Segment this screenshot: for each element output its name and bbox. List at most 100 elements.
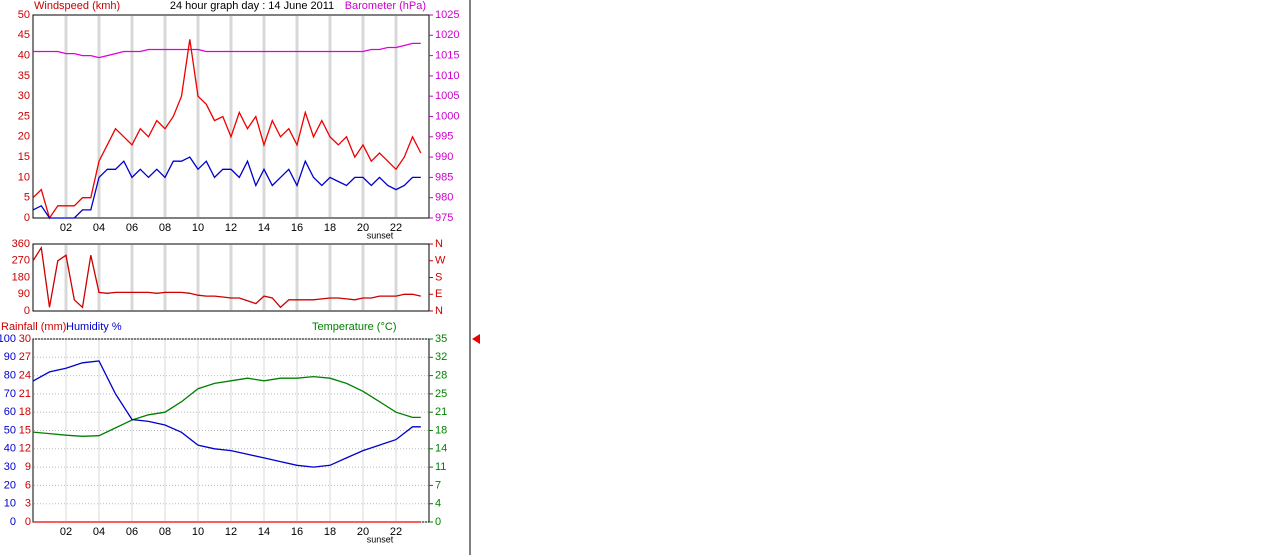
y2-tick-label: N [435,305,443,317]
y-tick-label: 5 [24,192,30,204]
y3-tick-label: 24 [19,370,31,382]
series-line [32,156,421,219]
x-tick-label: 08 [159,222,171,234]
y-tick-label: 20 [4,479,16,491]
y2-tick-label: 985 [435,171,453,183]
y3-tick-label: 9 [25,461,31,473]
y-tick-label: 35 [18,70,30,82]
y-tick-label: 360 [12,238,30,250]
x-tick-label: 04 [93,526,105,538]
y-tick-label: 20 [18,131,30,143]
x-tick-label: 10 [192,526,204,538]
y2-tick-label: 980 [435,192,453,204]
y3-tick-label: 21 [19,388,31,400]
y-tick-label: 40 [18,50,30,62]
y-tick-label: 50 [4,424,16,436]
y2-tick-label: 14 [435,443,447,455]
y-axis-title: Humidity % [66,321,122,333]
y2-tick-label: 1010 [435,70,459,82]
x-tick-label: 18 [324,222,336,234]
x-tick-label: 18 [324,526,336,538]
y-tick-label: 30 [4,461,16,473]
x-tick-label: 02 [60,526,72,538]
y2-tick-label: 32 [435,351,447,363]
y2-axis-title: Barometer (hPa) [345,0,426,12]
x-tick-label: 14 [258,222,270,234]
x-tick-label: 16 [291,526,303,538]
current-marker [472,334,480,344]
y-tick-label: 25 [18,110,30,122]
y3-tick-label: 0 [25,516,31,528]
x-tick-label: 20 [357,222,369,234]
y2-tick-label: 11 [435,461,446,473]
y3-tick-label: 15 [19,424,31,436]
y2-tick-label: 975 [435,212,453,224]
y-tick-label: 270 [12,255,30,267]
y2-tick-label: 28 [435,370,447,382]
y-tick-label: 15 [18,151,30,163]
y2-tick-label: S [435,271,442,283]
y-tick-label: 70 [4,388,16,400]
series-line [33,42,421,59]
y-tick-label: 60 [4,406,16,418]
x-tick-label: 12 [225,526,237,538]
y3-tick-label: 3 [25,498,31,510]
y2-tick-label: 25 [435,388,447,400]
x-tick-label: 20 [357,526,369,538]
y2-tick-label: 0 [435,516,441,528]
x-tick-label: 22 [390,526,402,538]
y-tick-label: 0 [10,516,16,528]
y-tick-label: 90 [18,288,30,300]
y-tick-label: 80 [4,370,16,382]
x-tick-label: 14 [258,526,270,538]
y-axis-title: Windspeed (kmh) [34,0,120,12]
y-tick-label: 180 [12,271,30,283]
y-tick-label: 10 [4,498,16,510]
x-tick-label: 12 [225,222,237,234]
y2-tick-label: W [435,255,446,267]
y2-tick-label: 1000 [435,110,459,122]
y3-tick-label: 6 [25,479,31,491]
x-tick-label: 06 [126,526,138,538]
y2-tick-label: 1020 [435,29,459,41]
y-tick-label: 40 [4,443,16,455]
series-line [32,360,421,468]
y2-axis-title: Temperature (°C) [312,321,396,333]
y2-tick-label: 21 [435,406,447,418]
y2-tick-label: 1015 [435,50,459,62]
y2-tick-label: E [435,288,442,300]
y3-axis-title: Rainfall (mm) [1,321,66,333]
chart-title: 24 hour graph day : 14 June 2011 [170,0,334,12]
y-tick-label: 0 [24,212,30,224]
y3-tick-label: 12 [19,443,31,455]
y2-tick-label: 1005 [435,90,459,102]
x-tick-label: 10 [192,222,204,234]
y2-tick-label: 35 [435,333,447,345]
y-tick-label: 30 [18,90,30,102]
series-line [32,245,421,309]
y3-tick-label: 30 [19,333,31,345]
y2-tick-label: 4 [435,498,441,510]
x-tick-label: 06 [126,222,138,234]
annotation: sunset [367,534,394,544]
y-tick-label: 90 [4,351,16,363]
series-line [32,375,421,437]
x-tick-label: 22 [390,222,402,234]
y2-tick-label: 18 [435,424,447,436]
y2-tick-label: N [435,238,443,250]
x-tick-label: 04 [93,222,105,234]
y-tick-label: 10 [18,171,30,183]
y-tick-label: 100 [0,333,16,345]
x-tick-label: 02 [60,222,72,234]
x-tick-label: 08 [159,526,171,538]
x-tick-label: 16 [291,222,303,234]
annotation: sunset [367,230,394,240]
series-line [32,39,422,220]
y2-tick-label: 7 [435,479,441,491]
y-tick-label: 45 [18,29,30,41]
y2-tick-label: 1025 [435,9,459,21]
y2-tick-label: 990 [435,151,453,163]
y-tick-label: 50 [18,9,30,21]
